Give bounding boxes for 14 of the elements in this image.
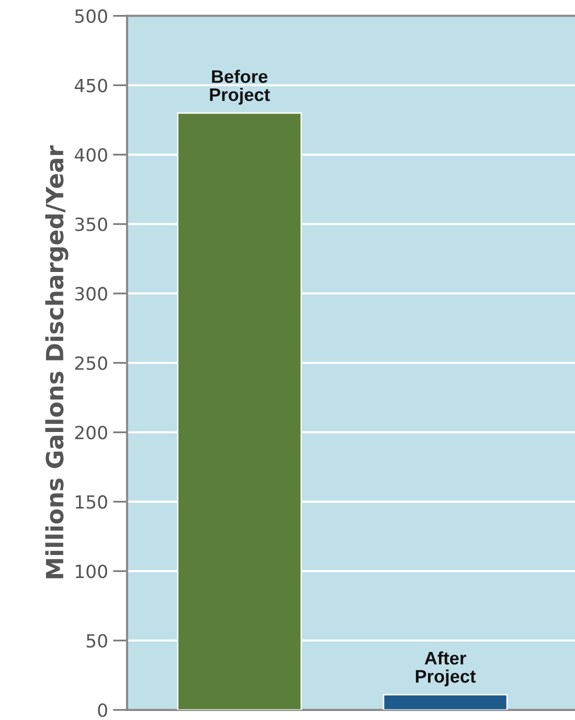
y-tick-label: 500 <box>75 9 108 23</box>
y-tick-label: 250 <box>75 356 108 370</box>
y-tick-label: 0 <box>98 703 108 718</box>
y-tick-label: 450 <box>74 78 108 92</box>
y-tick-label: 100 <box>76 564 108 578</box>
y-tick-label: 350 <box>75 218 108 232</box>
y-tick-label: 150 <box>76 495 108 509</box>
y-axis-title: Millions Gallons Discharged/Year <box>45 145 68 578</box>
x-tick-label: Before Project <box>210 70 270 105</box>
y-tick-label: 200 <box>75 426 108 440</box>
y-tick-label: 400 <box>74 148 108 162</box>
y-tick-label: 50 <box>86 634 108 648</box>
y-tick-label: 300 <box>75 286 108 301</box>
x-tick-label: After Project <box>416 651 476 686</box>
